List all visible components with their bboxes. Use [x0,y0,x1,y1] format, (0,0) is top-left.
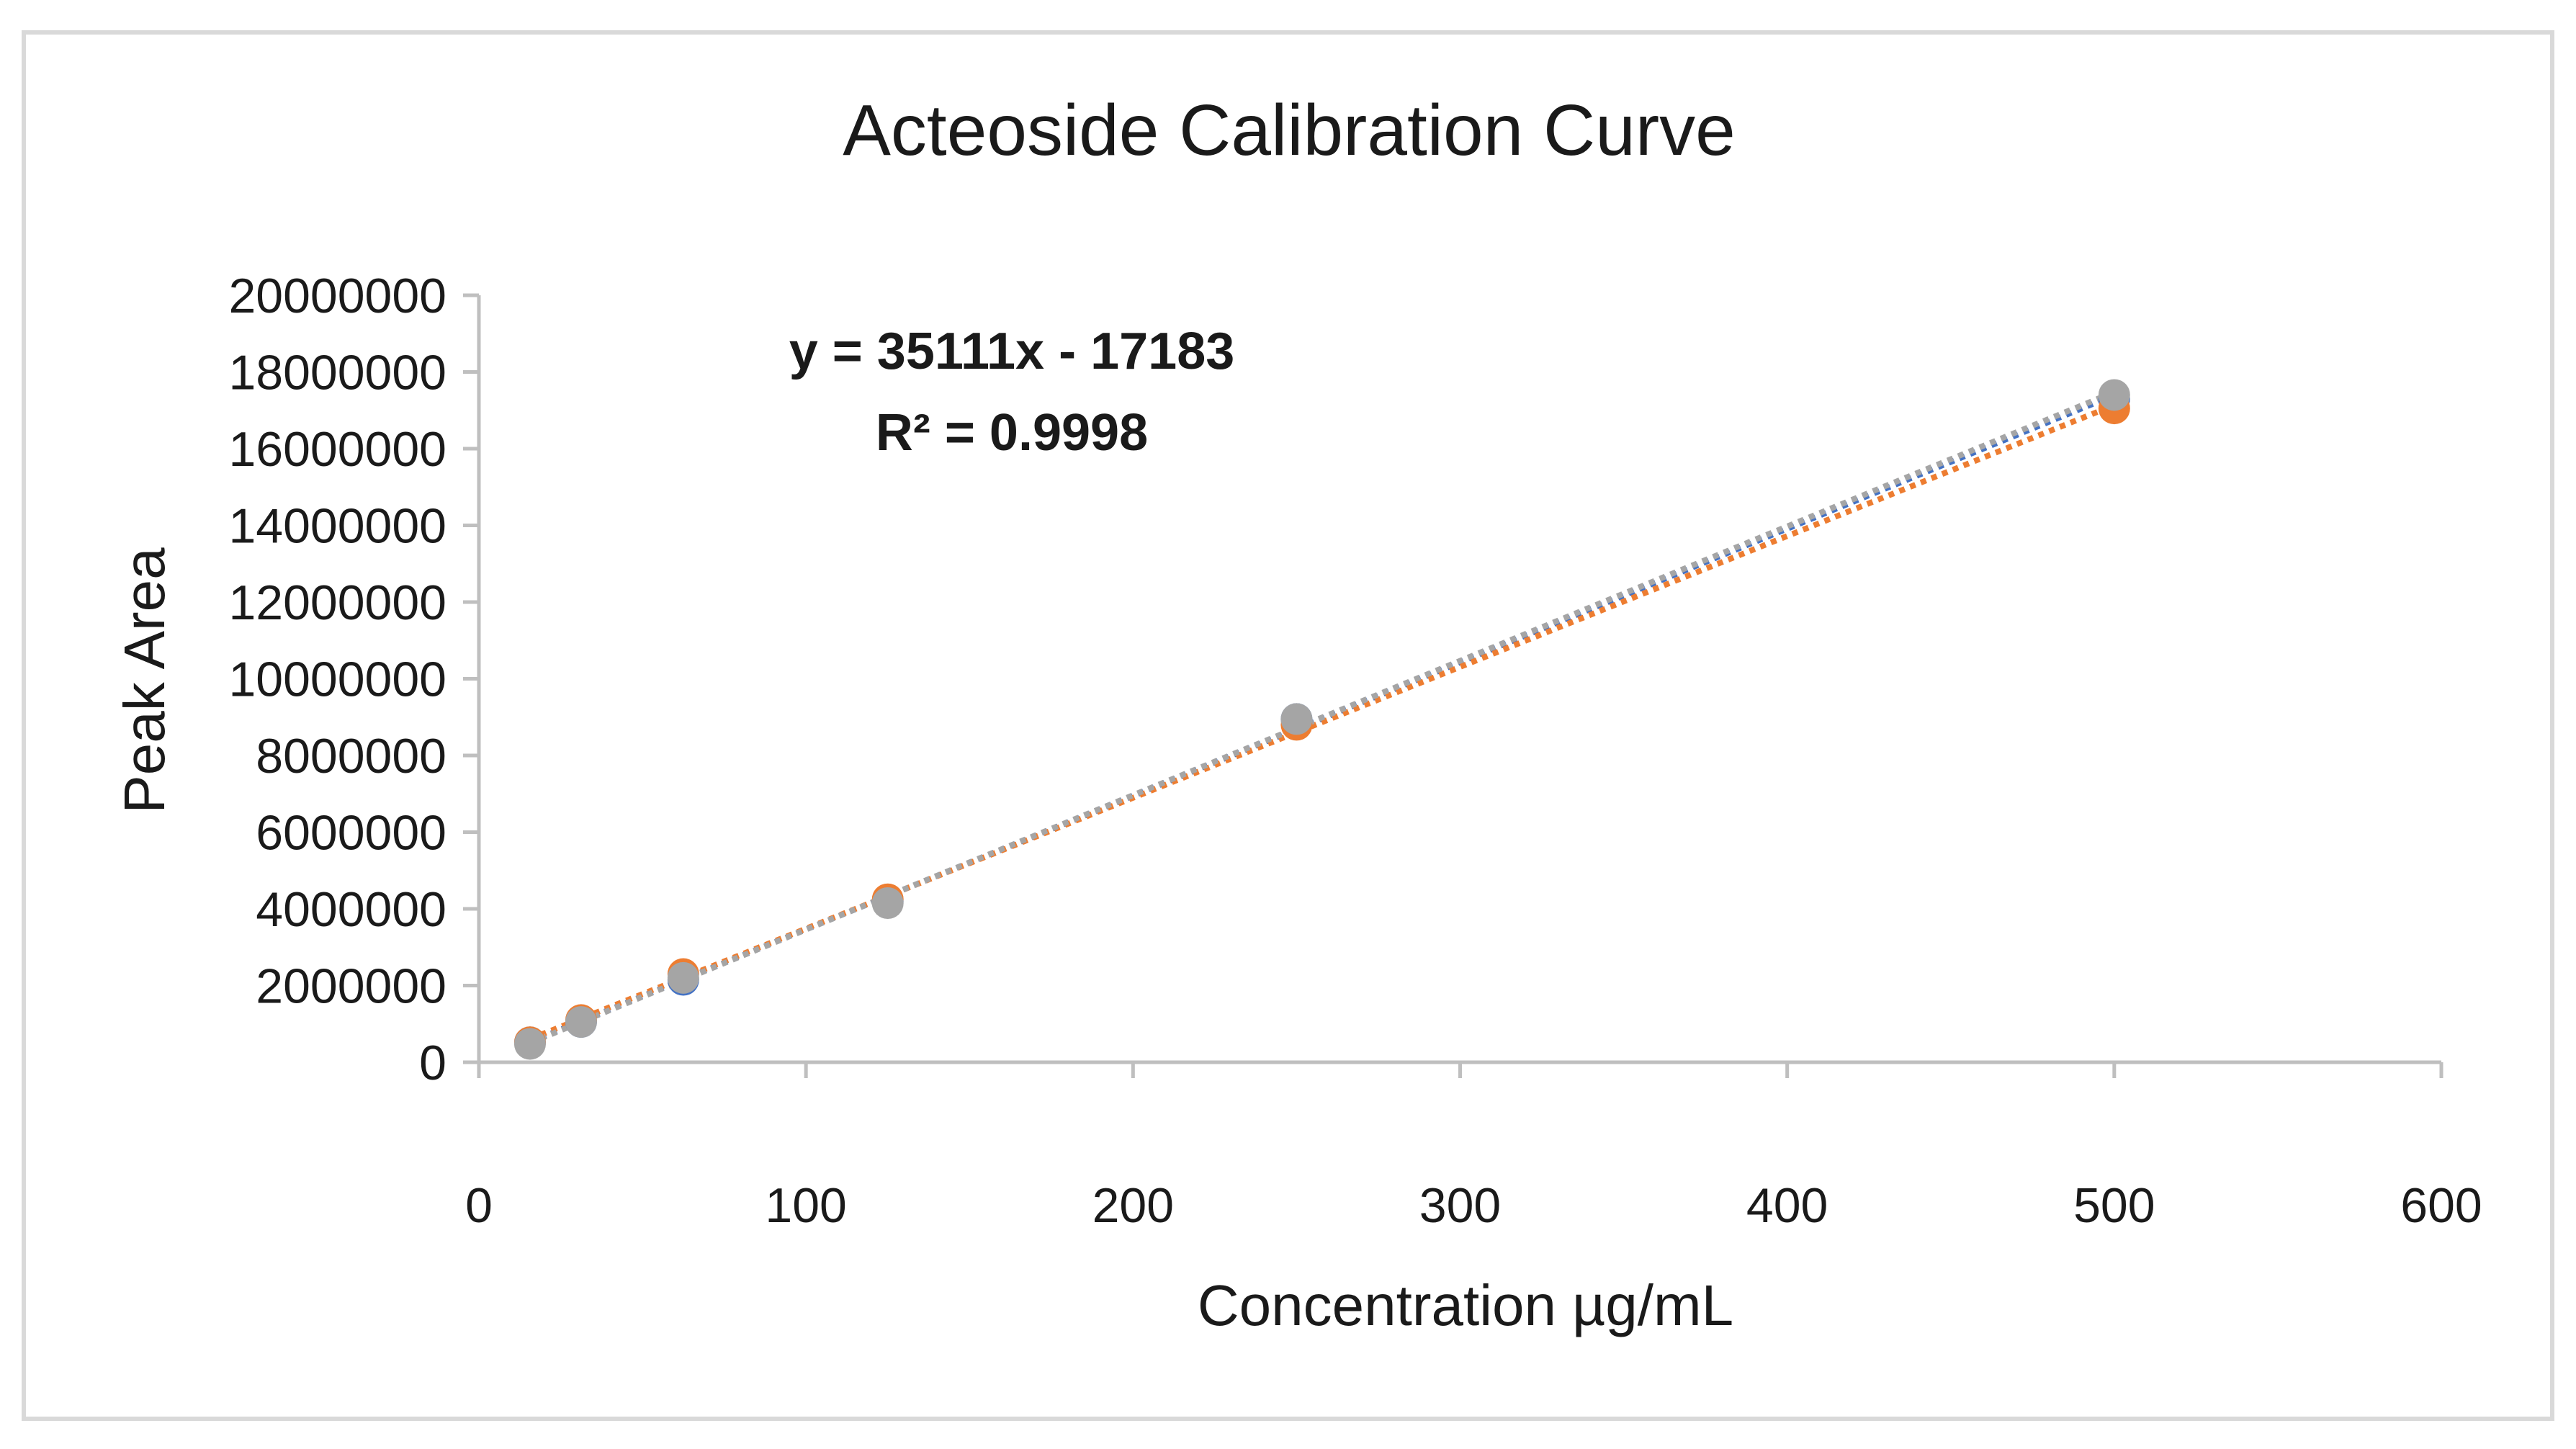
trendlines [529,389,2116,1046]
x-axis-label: Concentration µg/mL [1198,1273,1733,1337]
x-tick-label: 0 [465,1178,493,1233]
trendline-equation: y = 35111x - 17183 [789,323,1235,380]
trendline-series-2 [529,402,2116,1042]
y-tick-label: 10000000 [228,652,446,707]
y-axis-label: Peak Area [112,547,176,814]
x-tick-label: 600 [2400,1178,2482,1233]
y-tick-label: 14000000 [228,499,446,554]
data-points [513,379,2130,1060]
trendline-series-3 [529,389,2116,1046]
data-point-series-3 [513,1028,546,1060]
y-tick-label: 4000000 [256,882,446,937]
data-point-series-3 [1280,703,1313,735]
x-tick-label: 300 [1419,1178,1501,1233]
x-tick-label: 400 [1746,1178,1828,1233]
y-tick-label: 8000000 [256,729,446,784]
data-point-series-3 [667,961,699,994]
x-tick-label: 200 [1092,1178,1174,1233]
y-tick-label: 20000000 [228,269,446,323]
y-tick-label: 12000000 [228,575,446,630]
y-tick-label: 0 [419,1036,446,1090]
y-tick-label: 18000000 [228,346,446,400]
r-squared-label: R² = 0.9998 [876,404,1148,462]
data-point-series-3 [871,887,904,920]
chart-title: Acteoside Calibration Curve [843,90,1736,171]
y-tick-label: 16000000 [228,422,446,477]
axes: 0 2000000 4000000 6000000 8000000 10000000 120… [228,269,2482,1233]
data-point-series-3 [565,1006,597,1038]
x-tick-label: 100 [765,1178,846,1233]
x-tick-label: 500 [2073,1178,2155,1233]
data-point-series-3 [2098,379,2130,411]
y-tick-label: 2000000 [256,959,446,1014]
y-tick-label: 6000000 [256,806,446,861]
